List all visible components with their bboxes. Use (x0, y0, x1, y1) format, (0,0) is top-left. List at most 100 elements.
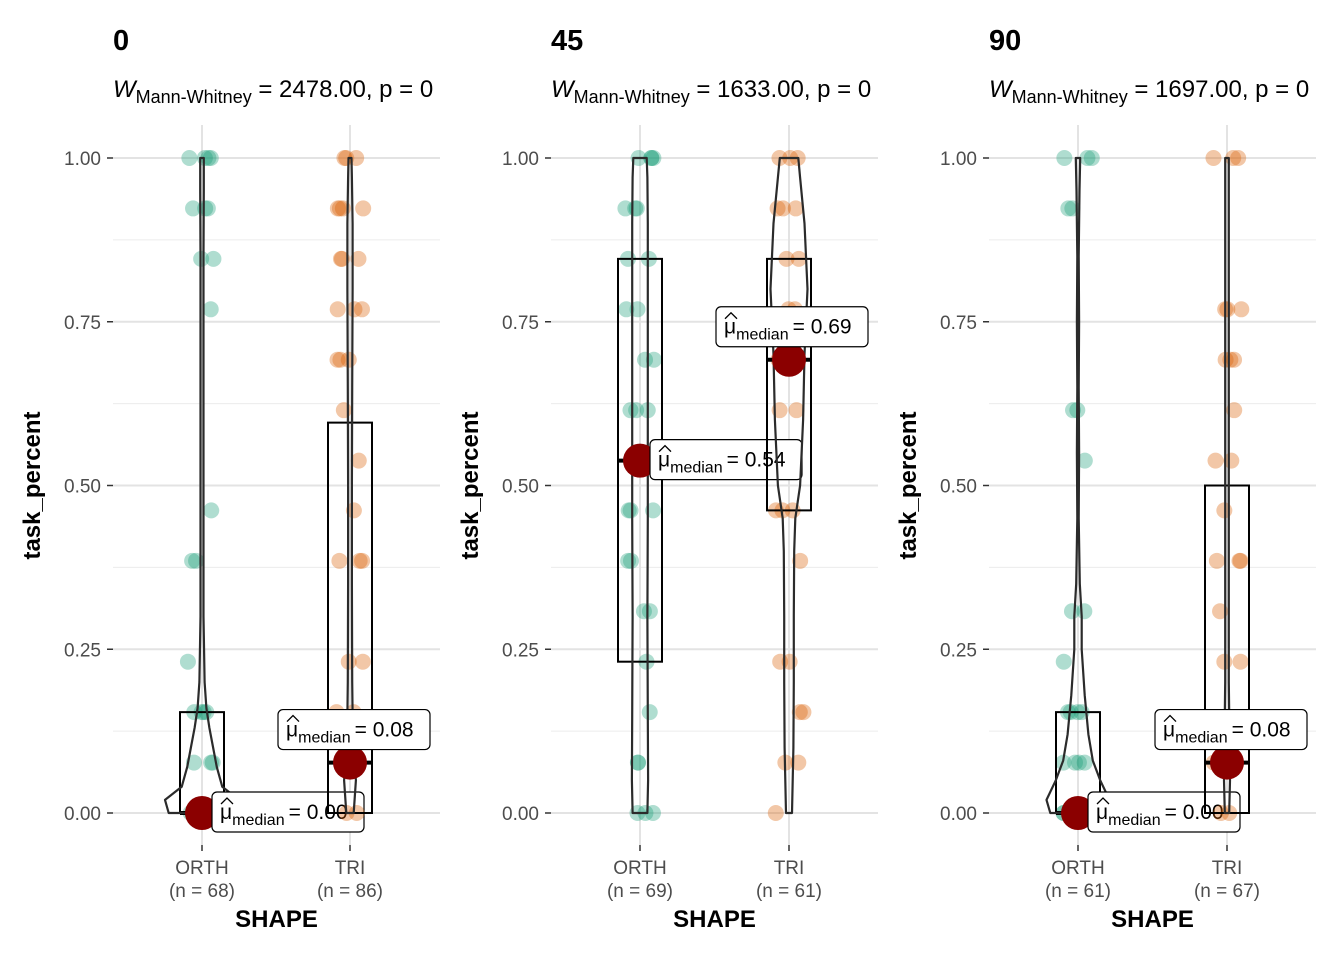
median-label-sub: median (232, 812, 284, 829)
median-point (333, 745, 367, 780)
data-point (185, 200, 202, 217)
data-point (188, 552, 205, 569)
data-point (1079, 150, 1096, 166)
data-point (1232, 653, 1249, 670)
median-label-mu: μ (286, 719, 298, 742)
data-point (333, 250, 350, 267)
data-point (629, 301, 646, 318)
subtitle: WMann-Whitney = 1697.00, p = 0 (989, 76, 1309, 107)
data-point (637, 351, 654, 368)
data-point (788, 402, 805, 419)
data-point (350, 250, 367, 267)
data-point (1205, 150, 1222, 166)
median-label: μmedian = 0.69 (724, 316, 852, 344)
violin (769, 156, 809, 815)
subtitle: WMann-Whitney = 2478.00, p = 0 (113, 76, 433, 107)
hat-mark (1163, 714, 1177, 723)
panel-0: 0 WMann-Whitney = 2478.00, p = 0 0.00 0.25 0… (19, 25, 440, 933)
data-point (1223, 452, 1240, 469)
y-axis-title: task_percent (457, 411, 484, 559)
panel-title: 0 (113, 25, 129, 57)
data-point (331, 552, 348, 569)
data-point (772, 653, 789, 670)
y-tick-label: 0.50 (940, 477, 977, 498)
data-point (329, 301, 346, 318)
x-count-label: (n = 67) (1194, 881, 1260, 902)
median-label: μmedian = 0.00 (1096, 801, 1224, 829)
data-point (1076, 452, 1093, 469)
data-point (790, 754, 807, 771)
subtitle-stat: W (989, 76, 1014, 103)
subtitle-stat: W (551, 76, 576, 103)
data-point (205, 250, 222, 267)
data-point (1208, 552, 1225, 569)
y-axis-title: task_percent (19, 411, 46, 559)
panel-title: 90 (989, 25, 1021, 57)
median-label-sub: median (1108, 812, 1160, 829)
y-tick-label: 0.25 (940, 640, 977, 661)
median-label-box (277, 708, 431, 751)
subtitle-test: Mann-Whitney (1012, 87, 1128, 107)
median-label-sub: median (1175, 730, 1227, 747)
x-tick-label: ORTH (175, 858, 228, 879)
data-point (181, 150, 198, 166)
group-TRI: μmedian = 0.08 TRI(n = 86) (277, 150, 431, 902)
data-point (1063, 603, 1080, 620)
data-point (645, 150, 662, 166)
median-point (623, 443, 657, 478)
data-point (199, 200, 216, 217)
data-point (335, 402, 352, 419)
median-label-sub: median (298, 730, 350, 747)
data-point (350, 452, 367, 469)
median-label-sub: median (736, 327, 788, 344)
data-point (203, 502, 220, 519)
panel-90: 90 WMann-Whitney = 1697.00, p = 0 0.00 0.25… (895, 25, 1316, 933)
median-label-box (1154, 708, 1308, 751)
data-point (1056, 150, 1073, 166)
data-point (1060, 200, 1077, 217)
median-label-value: = 0.00 (1165, 801, 1224, 824)
data-point (791, 704, 808, 721)
median-label-value: = 0.54 (727, 449, 786, 472)
data-point (617, 200, 634, 217)
y-tick-label: 0.50 (64, 477, 101, 498)
panel-title: 45 (551, 25, 583, 57)
data-point (1066, 754, 1083, 771)
data-point (353, 301, 370, 318)
data-point (1076, 754, 1093, 771)
y-tick-label: 0.00 (64, 804, 101, 825)
x-tick-label: ORTH (613, 858, 666, 879)
data-point (1219, 301, 1236, 318)
group-TRI: μmedian = 0.69 TRI(n = 61) (715, 150, 869, 902)
violin (163, 156, 241, 815)
subtitle-test: Mann-Whitney (136, 87, 252, 107)
median-label: μmedian = 0.54 (658, 449, 786, 477)
y-tick-label: 0.50 (502, 477, 539, 498)
y-tick-label: 0.00 (502, 804, 539, 825)
data-point (622, 402, 639, 419)
subtitle-group: WMann-Whitney = 2478.00, p = 0 (113, 76, 433, 107)
subtitle-stat: W (113, 76, 138, 103)
median-label-mu: μ (1096, 801, 1108, 824)
y-tick-label: 0.25 (64, 640, 101, 661)
median-point (185, 796, 219, 830)
data-point (630, 754, 647, 771)
median-label: μmedian = 0.08 (286, 719, 414, 747)
y-tick-label: 1.00 (502, 149, 539, 170)
x-tick-label: ORTH (1051, 858, 1104, 879)
data-point (331, 200, 348, 217)
y-tick-label: 0.75 (940, 313, 977, 334)
data-point (1233, 301, 1250, 318)
data-point (202, 150, 219, 166)
hat-mark (286, 714, 300, 723)
data-point (179, 653, 196, 670)
y-tick-label: 0.75 (64, 313, 101, 334)
data-point (354, 552, 371, 569)
data-point (184, 552, 201, 569)
violin (343, 156, 357, 815)
data-point (644, 805, 661, 821)
hat-mark (220, 797, 234, 805)
panel-45: 45 WMann-Whitney = 1633.00, p = 0 0.00 0.25… (457, 25, 878, 933)
